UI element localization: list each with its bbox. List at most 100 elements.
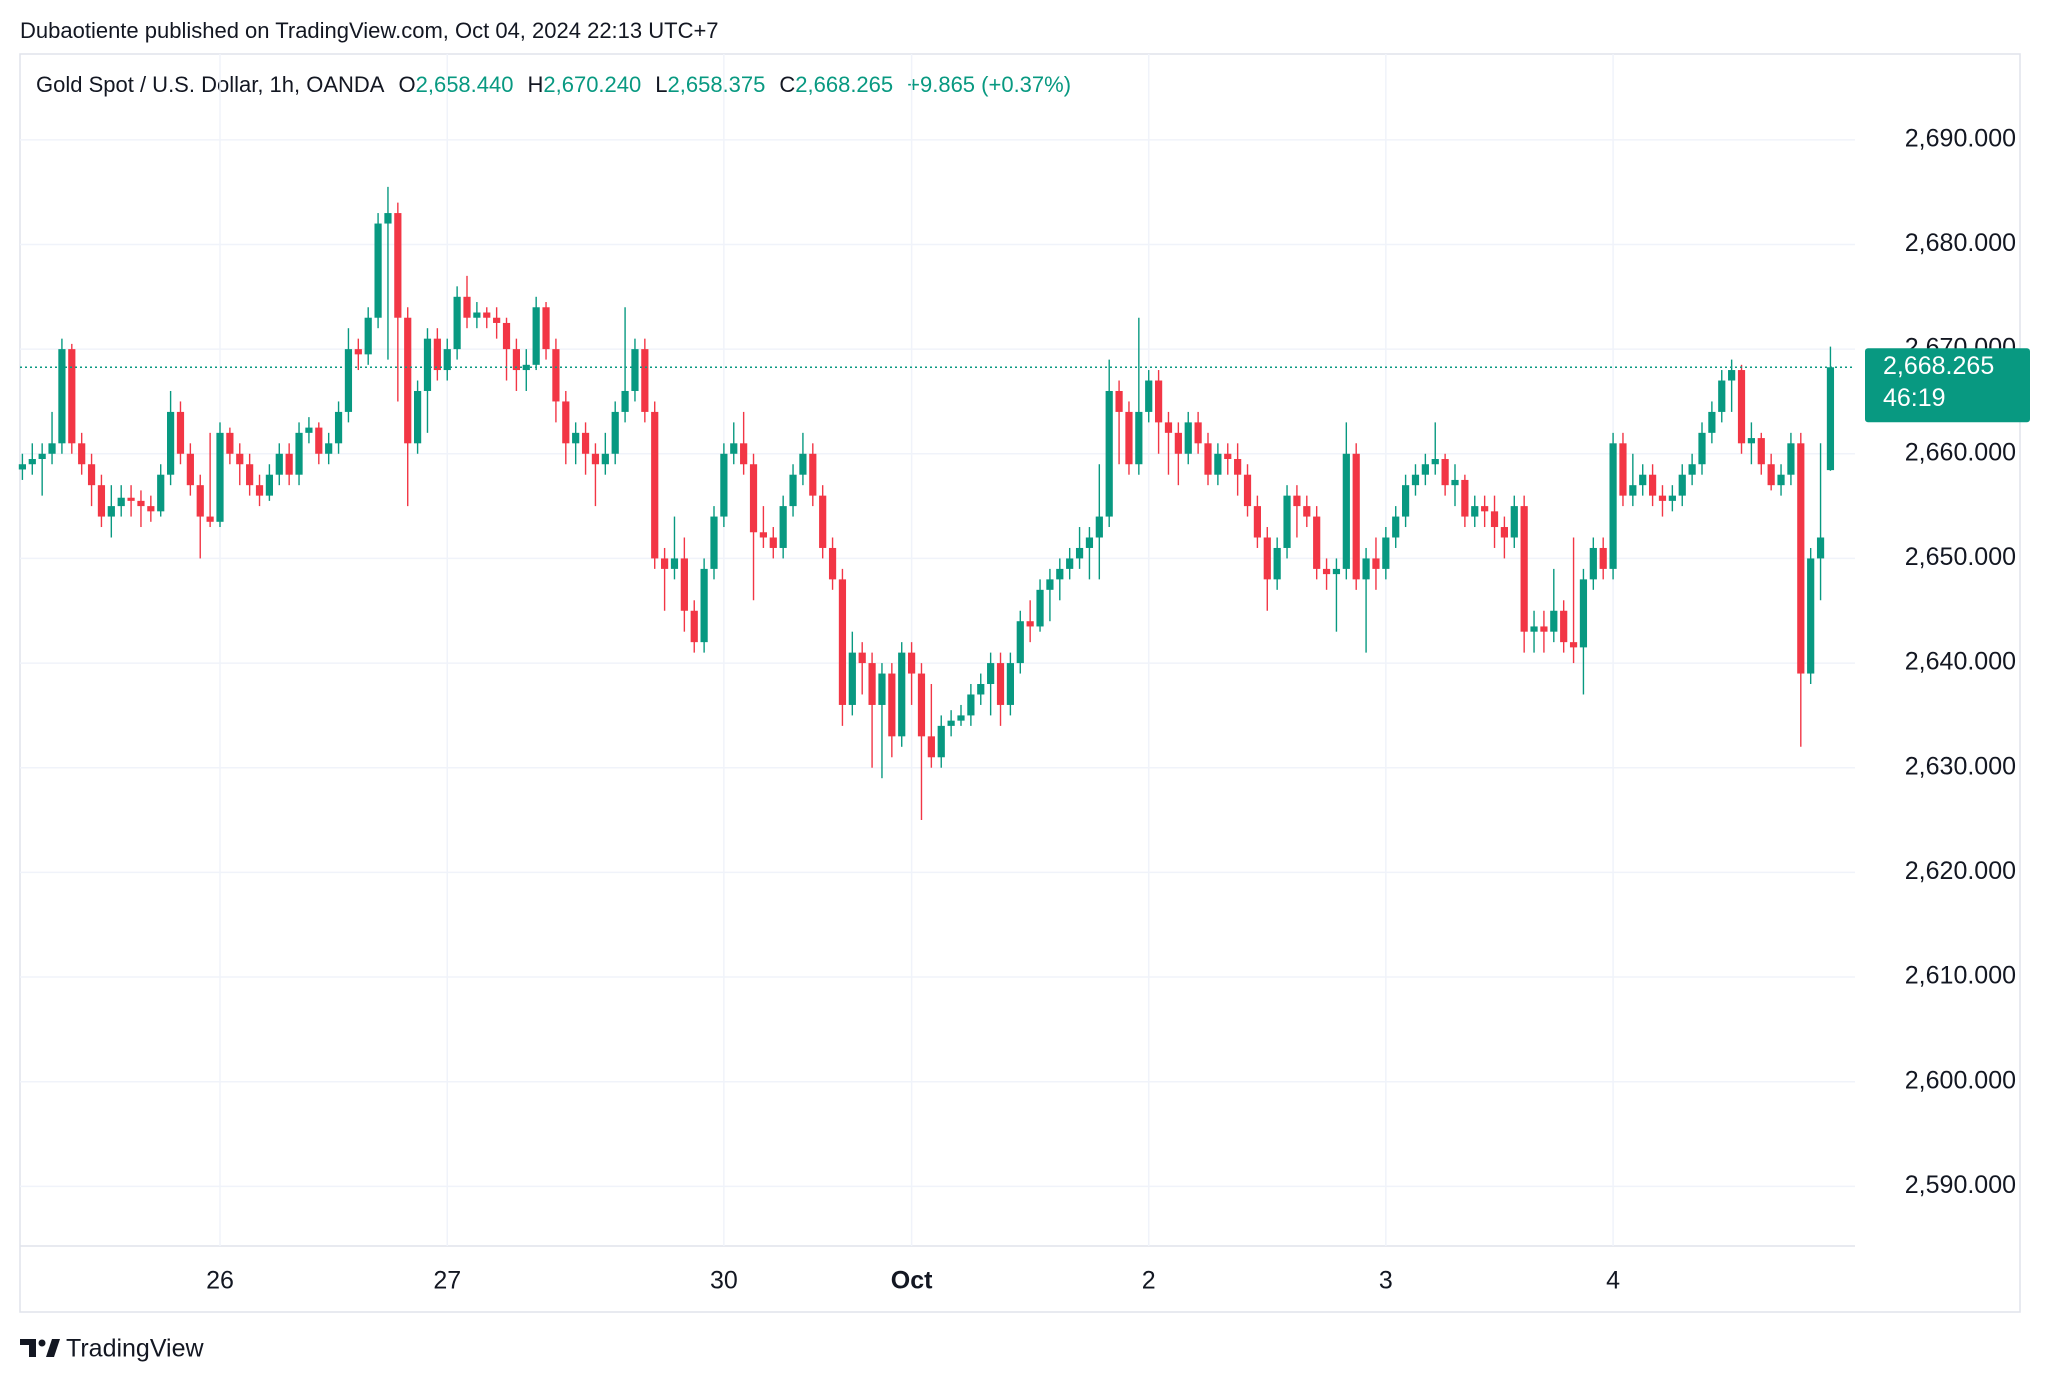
candle-body [28,459,36,465]
candle-body [819,495,827,548]
candle-body [1283,495,1291,548]
candle-body [1619,443,1627,496]
symbol-legend: Gold Spot / U.S. Dollar, 1h, OANDA O2,658… [36,72,1071,97]
candle-body [167,411,175,475]
candle-body [1372,558,1380,569]
candles [18,186,1855,821]
candle-body [1214,453,1222,475]
candle-body [1451,479,1459,486]
candle-body [196,485,204,517]
candle-body [483,312,491,318]
candle-body [1678,474,1686,496]
candle-body [1747,438,1755,444]
candle-body [394,213,402,318]
candle-body [1135,411,1143,465]
candle-body [107,506,115,517]
symbol-title: Gold Spot / U.S. Dollar, 1h, OANDA [36,72,385,97]
candle-body [1402,485,1410,517]
candle-body [1115,390,1123,412]
candle-body [255,485,264,496]
candle-body [1599,547,1607,569]
candle-body [1569,642,1578,648]
candle-body [1234,459,1242,475]
candle-body [137,500,145,507]
y-tick-label: 2,690.000 [1905,124,2016,152]
candle-body [443,349,451,371]
candle-body [562,401,570,444]
candle-body [38,453,46,460]
candle-body [1362,558,1370,580]
last-price-box [1865,348,2030,423]
candle-body [1046,579,1054,590]
change-value: +9.865 (+0.37%) [907,72,1071,97]
candle-body [621,390,629,412]
candle-body [1243,474,1252,507]
candle-body [1777,474,1785,486]
candle-body [1411,474,1420,486]
candle-body [1036,589,1044,627]
candle-body [305,427,313,433]
candle-body [710,516,718,569]
candle-body [216,432,224,522]
candle-body [1471,506,1479,517]
candle-body [898,652,906,737]
close-key: C [779,72,795,97]
candle-body [384,213,392,224]
candle-body [1797,443,1805,674]
y-tick-label: 2,650.000 [1905,543,2016,571]
candle-body [1322,568,1331,575]
logo-dot [38,1339,46,1347]
candle-body [157,474,165,512]
candle-body [423,338,432,391]
candle-body [977,684,985,695]
candle-body [1155,380,1163,423]
candle-body [1481,506,1489,512]
candle-body [147,506,155,512]
candle-body [226,432,234,454]
candle-body [848,652,856,705]
candle-body [1016,621,1024,664]
candle-body [493,317,501,323]
candle-body [1352,453,1360,580]
candle-body [97,485,106,517]
low-value: 2,658.375 [668,72,766,97]
candle-body [364,317,372,355]
candle-body [87,464,96,486]
candle-body [631,349,639,391]
candle-body [1184,422,1192,454]
candle-body [1145,380,1153,412]
x-tick-label: 27 [433,1267,461,1295]
candle-body [927,736,935,758]
candle-body [1095,516,1103,538]
candle-body [512,349,520,371]
candle-body [117,497,125,507]
candle-body [651,411,659,559]
candle-body [1757,438,1765,465]
candle-body [789,474,797,507]
y-tick-label: 2,610.000 [1905,962,2016,990]
candle-body [1253,506,1261,538]
candle-body [68,349,76,444]
candle-body [700,568,708,643]
candle-body [453,296,461,350]
candle-body [1461,479,1469,517]
candle-body [1332,568,1341,575]
candle-body [749,464,758,533]
candle-body [1589,547,1597,580]
candle-body [1629,485,1637,496]
candle-body [127,497,135,501]
candle-body [404,317,412,444]
candle-body [1066,558,1074,569]
candle-body [641,349,649,412]
candle-body [937,725,945,758]
candle-body [502,322,511,350]
candle-body [1293,495,1301,507]
chart-frame [19,53,2021,1313]
close-value: 2,668.265 [795,72,893,97]
y-tick-label: 2,640.000 [1905,648,2016,676]
candle-body [1767,464,1775,486]
candle-body [48,443,56,454]
candle-body [730,443,738,454]
